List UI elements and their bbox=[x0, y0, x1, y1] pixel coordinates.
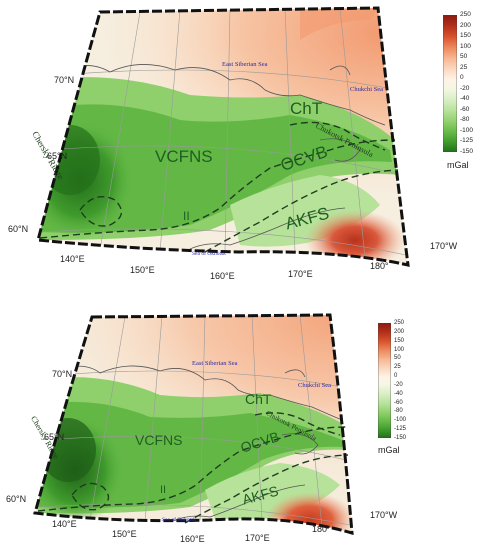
sea-label-okhotsk: Sea of Okhotsk bbox=[162, 517, 196, 523]
lon-label-170w: 170°W bbox=[370, 510, 398, 520]
colorbar-tick-label: -150 bbox=[394, 435, 407, 441]
colorbar-tick-label: 200 bbox=[460, 21, 471, 29]
colorbar-tick-label: 50 bbox=[394, 355, 401, 362]
tectonic-boundaries bbox=[37, 412, 349, 524]
coastlines bbox=[54, 365, 343, 526]
lon-label-140e: 140°E bbox=[52, 519, 77, 529]
gravity-anomaly-map-top bbox=[36, 6, 410, 267]
colorbar-tick-label: 150 bbox=[460, 32, 471, 40]
region-label-cht: ChT bbox=[290, 99, 323, 118]
colorbar-scale bbox=[442, 14, 458, 153]
lon-label-170w: 170°W bbox=[430, 241, 458, 251]
lon-label-160e: 160°E bbox=[210, 271, 235, 281]
lon-label-160e: 160°E bbox=[180, 534, 205, 544]
coastlines bbox=[59, 64, 386, 256]
colorbar-tick-label: -80 bbox=[460, 116, 470, 124]
sea-label-okhotsk: Sea of Okhotsk bbox=[192, 251, 226, 257]
map-frame bbox=[33, 313, 354, 536]
lat-label-70: 70°N bbox=[54, 75, 75, 85]
map-frame bbox=[36, 6, 410, 267]
colorbar-tick-label: -40 bbox=[460, 95, 470, 103]
lat-label-60: 60°N bbox=[8, 224, 29, 234]
lon-label-150e: 150°E bbox=[130, 265, 155, 275]
sea-label-chukchi: Chukchi Sea bbox=[350, 86, 384, 93]
region-label-cht: ChT bbox=[245, 391, 272, 407]
colorbar-unit-bottom: mGal bbox=[378, 445, 400, 455]
colorbar-tick-label: 150 bbox=[394, 337, 405, 344]
colorbar-tick-label: 200 bbox=[394, 328, 405, 335]
lat-label-60: 60°N bbox=[6, 494, 27, 504]
lon-label-180: 180° bbox=[370, 261, 389, 271]
colorbar-tick-label: 50 bbox=[460, 53, 468, 61]
colorbar-tick-label: -20 bbox=[394, 381, 403, 388]
region-label-ii: II bbox=[160, 484, 167, 496]
colorbar-tick-label: -40 bbox=[394, 390, 403, 397]
tectonic-boundaries bbox=[39, 121, 399, 253]
lat-label-65: 65°N bbox=[47, 151, 68, 161]
region-label-vcfns: VCFNS bbox=[135, 432, 183, 448]
lon-label-170e: 170°E bbox=[288, 269, 313, 279]
graticule bbox=[39, 8, 407, 259]
colorbar-bottom bbox=[377, 322, 392, 439]
colorbar-tick-label: 100 bbox=[394, 346, 405, 353]
colorbar-tick-label: -20 bbox=[460, 84, 470, 92]
colorbar-tick-label: 250 bbox=[460, 11, 471, 18]
colorbar-tick-label: -125 bbox=[460, 137, 474, 145]
lon-label-150e: 150°E bbox=[112, 529, 137, 539]
sea-label-east-siberian: East Siberian Sea bbox=[192, 360, 238, 367]
sea-label-east-siberian: East Siberian Sea bbox=[222, 61, 268, 68]
colorbar-tick-label: 0 bbox=[394, 373, 398, 380]
colorbar-unit-top: mGal bbox=[447, 160, 469, 170]
colorbar-scale bbox=[377, 322, 392, 439]
colorbar-tick-label: 100 bbox=[460, 42, 471, 50]
colorbar-tick-label: -80 bbox=[394, 408, 403, 415]
colorbar-tick-label: -100 bbox=[394, 417, 407, 424]
gravity-anomaly-map-bottom bbox=[33, 313, 354, 536]
region-label-ii: II bbox=[183, 209, 190, 223]
gravity-map-panel-bottom: 70°N 65°N 60°N 140°E 150°E 160°E 170°E 1… bbox=[0, 275, 483, 550]
colorbar-tick-label: 25 bbox=[394, 364, 401, 371]
colorbar-top bbox=[442, 14, 458, 153]
lon-label-140e: 140°E bbox=[60, 254, 85, 264]
graticule bbox=[37, 315, 351, 528]
colorbar-tick-label: -125 bbox=[394, 426, 407, 433]
anomaly-field bbox=[35, 315, 352, 533]
colorbar-tick-label: -100 bbox=[460, 126, 474, 134]
colorbar-tick-label: 25 bbox=[460, 63, 468, 71]
lon-label-170e: 170°E bbox=[245, 533, 270, 543]
region-label-vcfns: VCFNS bbox=[155, 147, 213, 166]
colorbar-tick-label: 250 bbox=[394, 320, 405, 326]
gravity-map-panel-top: 70°N 65°N 60°N 140°E 150°E 160°E 170°E 1… bbox=[8, 6, 474, 281]
colorbar-tick-label: -60 bbox=[460, 105, 470, 113]
colorbar-tick-label: -60 bbox=[394, 399, 403, 406]
lon-label-180: 180° bbox=[312, 524, 331, 534]
lat-label-70: 70°N bbox=[52, 369, 73, 379]
sea-label-chukchi: Chukchi Sea bbox=[298, 382, 332, 389]
anomaly-field bbox=[38, 8, 408, 265]
lat-label-65: 65°N bbox=[44, 432, 65, 442]
colorbar-tick-label: -150 bbox=[460, 148, 474, 155]
colorbar-tick-label: 0 bbox=[460, 74, 464, 82]
